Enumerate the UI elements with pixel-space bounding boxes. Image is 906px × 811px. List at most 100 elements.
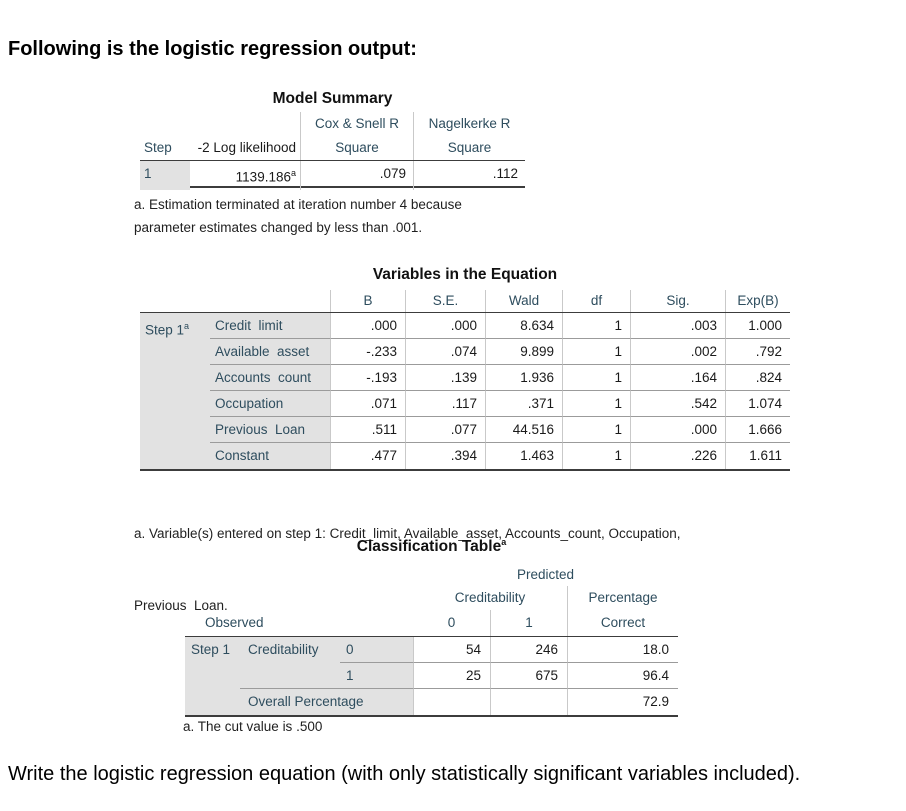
col-header-observed: Observed <box>205 615 264 631</box>
var-label-accounts-count: Accounts count <box>210 365 330 391</box>
value-cell: 96.4 <box>567 663 678 690</box>
variables-equation-table: Variables in the Equation B S.E. Wald df… <box>140 266 790 471</box>
model-summary-title: Model Summary <box>272 90 393 107</box>
value-cell: .511 <box>330 417 405 443</box>
variables-equation-header: B S.E. Wald df Sig. Exp(B) <box>140 290 790 313</box>
creditability-label-cell: Creditability <box>240 637 340 690</box>
col-header-correct: Correct <box>567 610 678 637</box>
step-label: Step 1 <box>145 322 185 338</box>
value-cell: -.193 <box>330 365 405 391</box>
footnote-marker: a <box>290 168 296 178</box>
value-cell: .226 <box>630 443 725 469</box>
overall-percentage-label: Overall Percentage <box>240 689 413 716</box>
value-cell: .000 <box>630 417 725 443</box>
var-label-constant: Constant <box>210 443 330 469</box>
footnote-line: a. Variable(s) entered on step 1: Credit… <box>134 526 681 541</box>
spacer-cell <box>140 290 210 312</box>
model-summary-table: Model Summary Cox & Snell R Nagelkerke R… <box>140 90 525 190</box>
col-header-se: S.E. <box>405 290 485 312</box>
footnote-line: Previous Loan. <box>134 598 228 613</box>
value-cell: .139 <box>405 365 485 391</box>
footnote-line: parameter estimates changed by less than… <box>134 220 423 235</box>
classification-header: Predicted Creditability Percentage Obser… <box>185 564 678 638</box>
var-label-credit-limit: Credit limit <box>210 313 330 339</box>
classification-table-title: Classification Tablea <box>185 537 678 556</box>
value-cell: 1.463 <box>485 443 562 469</box>
observed-0-label: 0 <box>340 637 413 664</box>
value-cell: .542 <box>630 391 725 417</box>
value-cell: 9.899 <box>485 339 562 365</box>
value-cell: .394 <box>405 443 485 469</box>
value-cell: 246 <box>490 637 567 664</box>
col-header-nagelkerke-line1: Nagelkerke R <box>413 112 525 136</box>
spacer-cell <box>210 290 330 312</box>
document-title: Following is the logistic regression out… <box>8 38 417 60</box>
value-cell: 1.666 <box>725 417 790 443</box>
model-summary-row: 1 1139.186a .079 .112 <box>140 161 525 190</box>
value-cell: -.233 <box>330 339 405 365</box>
col-header-expb: Exp(B) <box>725 290 790 312</box>
value-cell: 1 <box>562 417 630 443</box>
spacer-cell <box>140 112 190 136</box>
question-text: Write the logistic regression equation (… <box>8 763 801 785</box>
col-header-log-likelihood: -2 Log likelihood <box>197 140 296 155</box>
value-cell: .002 <box>630 339 725 365</box>
col-header-wald: Wald <box>485 290 562 312</box>
step-label-cell: 1 <box>140 161 190 190</box>
variables-equation-body: Step 1a Credit limit .000 .000 8.634 1 .… <box>140 313 790 471</box>
cox-snell-cell: .079 <box>300 161 413 190</box>
footnote-line: a. Estimation terminated at iteration nu… <box>134 197 462 212</box>
value-cell: 1 <box>562 391 630 417</box>
footnote-marker: a <box>501 537 507 547</box>
value-cell: 72.9 <box>567 689 678 716</box>
value-cell: 44.516 <box>485 417 562 443</box>
col-header-creditability: Creditability <box>454 590 526 606</box>
value-cell: 1.936 <box>485 365 562 391</box>
value-cell: .000 <box>330 313 405 339</box>
value-cell: 1 <box>562 443 630 469</box>
value-cell: 1.074 <box>725 391 790 417</box>
value-cell: 25 <box>413 663 490 690</box>
col-header-sig: Sig. <box>630 290 725 312</box>
classification-table: Classification Tablea Predicted Creditab… <box>185 537 678 718</box>
value-cell: .477 <box>330 443 405 469</box>
classification-body: Step 1 Creditability 0 54 246 18.0 1 25 … <box>185 637 678 718</box>
nagelkerke-cell: .112 <box>413 161 525 190</box>
value-cell: 8.634 <box>485 313 562 339</box>
value-cell: 675 <box>490 663 567 690</box>
col-header-cox-snell-line2: Square <box>300 136 413 160</box>
var-label-available-asset: Available asset <box>210 339 330 365</box>
value-cell: .792 <box>725 339 790 365</box>
model-summary-footnote: a. Estimation terminated at iteration nu… <box>134 193 462 239</box>
log-likelihood-cell: 1139.186a <box>190 161 300 190</box>
var-label-previous-loan: Previous Loan <box>210 417 330 443</box>
col-header-percentage: Percentage <box>567 586 678 611</box>
col-header-df: df <box>562 290 630 312</box>
value-cell: 1.611 <box>725 443 790 469</box>
value-cell: .371 <box>485 391 562 417</box>
value-cell: 1 <box>562 339 630 365</box>
step-label-cell: Step 1 <box>185 637 240 716</box>
footnote-marker: a <box>184 321 190 331</box>
variables-equation-title: Variables in the Equation <box>372 266 558 283</box>
value-cell: 1 <box>562 365 630 391</box>
col-header-b: B <box>330 290 405 312</box>
var-label-occupation: Occupation <box>210 391 330 417</box>
variables-equation-footnote: a. Variable(s) entered on step 1: Credit… <box>134 474 681 666</box>
value-cell: .077 <box>405 417 485 443</box>
value-cell: .824 <box>725 365 790 391</box>
col-header-predicted: Predicted <box>516 567 575 583</box>
empty-cell <box>490 689 567 716</box>
value-cell: .164 <box>630 365 725 391</box>
value-cell: .000 <box>405 313 485 339</box>
classification-footnote: a. The cut value is .500 <box>183 719 323 734</box>
col-header-0: 0 <box>447 615 456 631</box>
value-cell: .071 <box>330 391 405 417</box>
spacer-cell <box>190 112 300 136</box>
log-likelihood-value: 1139.186 <box>235 169 291 185</box>
value-cell: 18.0 <box>567 637 678 664</box>
value-cell: .074 <box>405 339 485 365</box>
col-header-step: Step <box>144 140 172 155</box>
empty-cell <box>413 689 490 716</box>
